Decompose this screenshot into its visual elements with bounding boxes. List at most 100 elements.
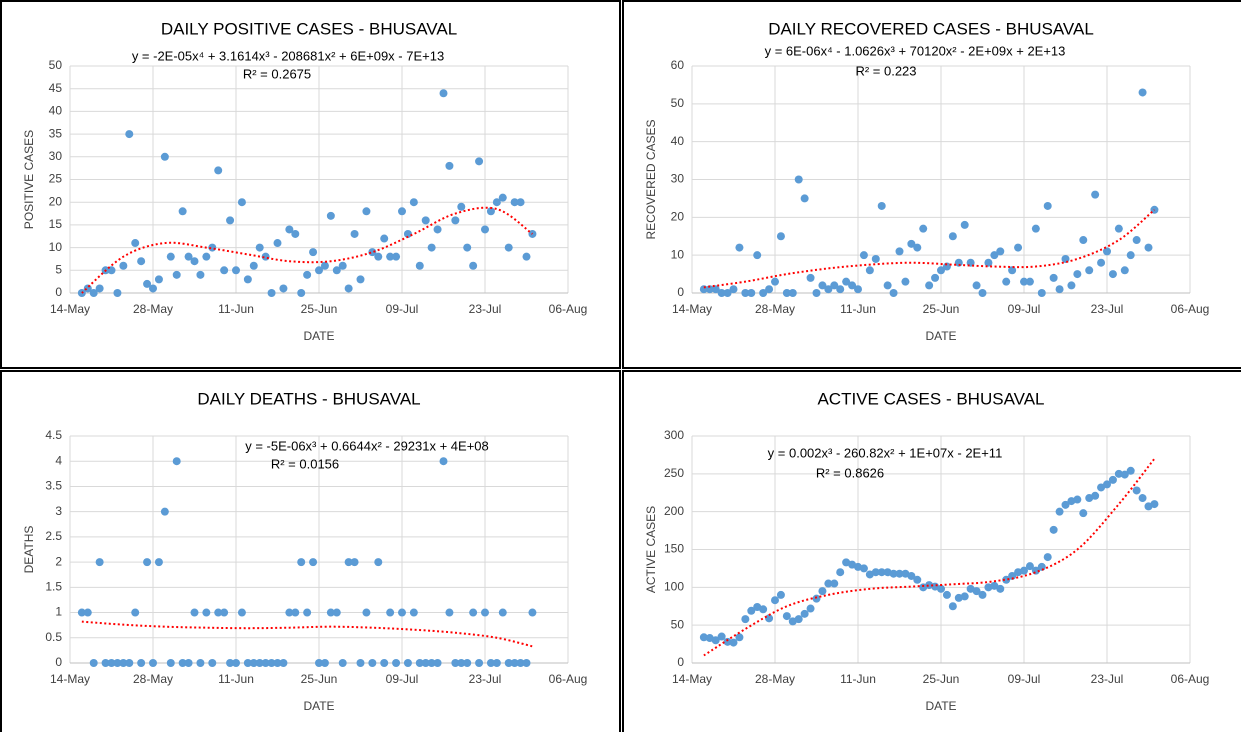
data-point: [344, 284, 353, 293]
x-tick-label: 25-Jun: [301, 672, 338, 686]
x-tick-label: 25-Jun: [923, 302, 960, 316]
data-point: [753, 251, 762, 260]
data-point: [1126, 466, 1135, 475]
data-point: [800, 609, 809, 618]
x-tick-label: 14-May: [672, 302, 712, 316]
data-point: [184, 252, 193, 261]
data-point: [1043, 201, 1052, 210]
y-tick-label: 0: [55, 285, 62, 299]
data-point: [392, 252, 401, 261]
data-point: [445, 161, 454, 170]
data-point: [1120, 266, 1129, 275]
data-point: [344, 558, 353, 567]
y-tick-label: 100: [664, 580, 684, 594]
data-point: [818, 587, 827, 596]
data-point: [776, 232, 785, 241]
data-point: [1037, 289, 1046, 297]
data-point: [806, 273, 815, 282]
y-tick-label: 4: [55, 453, 62, 467]
trend-equation: y = 0.002x³ - 260.82x² + 1E+07x - 2E+11: [768, 445, 1003, 460]
data-point: [398, 608, 406, 617]
data-point: [315, 659, 323, 667]
data-point: [1108, 270, 1117, 279]
y-tick-label: 20: [49, 194, 63, 208]
data-point: [1008, 266, 1017, 275]
data-point: [492, 659, 501, 667]
data-point: [1055, 507, 1064, 516]
data-point: [984, 258, 993, 267]
data-point: [439, 89, 448, 98]
x-tick-label: 14-May: [672, 672, 712, 686]
data-point: [463, 659, 472, 667]
data-point: [705, 285, 714, 294]
data-point: [125, 659, 134, 667]
x-tick-label: 14-May: [50, 302, 90, 316]
data-point: [427, 659, 436, 667]
y-axis-label: DEATHS: [22, 526, 36, 574]
data-point: [338, 659, 347, 667]
data-point: [948, 602, 957, 611]
data-point: [1020, 566, 1028, 575]
data-point: [457, 202, 466, 211]
data-point: [913, 575, 922, 584]
data-point: [723, 637, 732, 646]
data-point: [190, 257, 199, 266]
data-point: [486, 659, 495, 667]
data-point: [232, 266, 240, 275]
data-point: [243, 659, 252, 667]
y-tick-label: 2.5: [45, 529, 62, 543]
data-point: [172, 457, 181, 466]
data-point: [735, 633, 744, 642]
data-point: [824, 285, 833, 294]
data-point: [475, 659, 484, 667]
data-point: [717, 289, 726, 297]
data-point: [119, 659, 128, 667]
data-point: [877, 201, 886, 210]
data-point: [214, 608, 223, 617]
x-tick-label: 25-Jun: [923, 672, 960, 686]
data-point: [285, 225, 294, 234]
data-point: [196, 659, 205, 667]
data-point: [528, 608, 537, 617]
x-tick-label: 06-Aug: [1171, 672, 1210, 686]
data-point: [374, 558, 383, 567]
trendline: [703, 458, 1156, 657]
data-point: [362, 608, 371, 617]
data-point: [907, 571, 916, 580]
data-point: [925, 281, 934, 290]
y-tick-label: 4.5: [45, 428, 62, 442]
data-point: [1126, 251, 1135, 260]
data-point: [1114, 224, 1123, 233]
data-point: [166, 659, 175, 667]
trend-equation: y = 6E-06x⁴ - 1.0626x³ + 70120x² - 2E+09…: [765, 43, 1066, 58]
y-tick-label: 250: [664, 466, 684, 480]
data-point: [149, 659, 157, 667]
data-point: [196, 270, 205, 279]
data-point: [931, 273, 940, 282]
trend-r-squared: R² = 0.8626: [816, 465, 884, 480]
data-point: [356, 275, 365, 284]
chart-title: DAILY POSITIVE CASES - BHUSAVAL: [161, 19, 457, 38]
y-tick-label: 15: [49, 217, 63, 231]
data-point: [1132, 486, 1141, 495]
panel-border: [0, 0, 621, 369]
data-point: [267, 659, 276, 667]
data-point: [131, 608, 140, 617]
panel-border: [622, 0, 1241, 369]
data-point: [972, 587, 981, 596]
x-tick-label: 25-Jun: [301, 302, 338, 316]
chart-title: DAILY RECOVERED CASES - BHUSAVAL: [768, 19, 1094, 38]
data-point: [1097, 258, 1106, 267]
data-point: [782, 289, 791, 297]
x-tick-label: 06-Aug: [549, 672, 588, 686]
data-point: [220, 266, 229, 275]
data-point: [759, 289, 768, 297]
y-tick-label: 3.5: [45, 479, 62, 493]
x-tick-label: 09-Jul: [386, 672, 419, 686]
data-point: [415, 659, 424, 667]
data-point: [954, 258, 963, 267]
data-point: [332, 608, 341, 617]
data-point: [178, 659, 187, 667]
data-point: [113, 289, 122, 297]
